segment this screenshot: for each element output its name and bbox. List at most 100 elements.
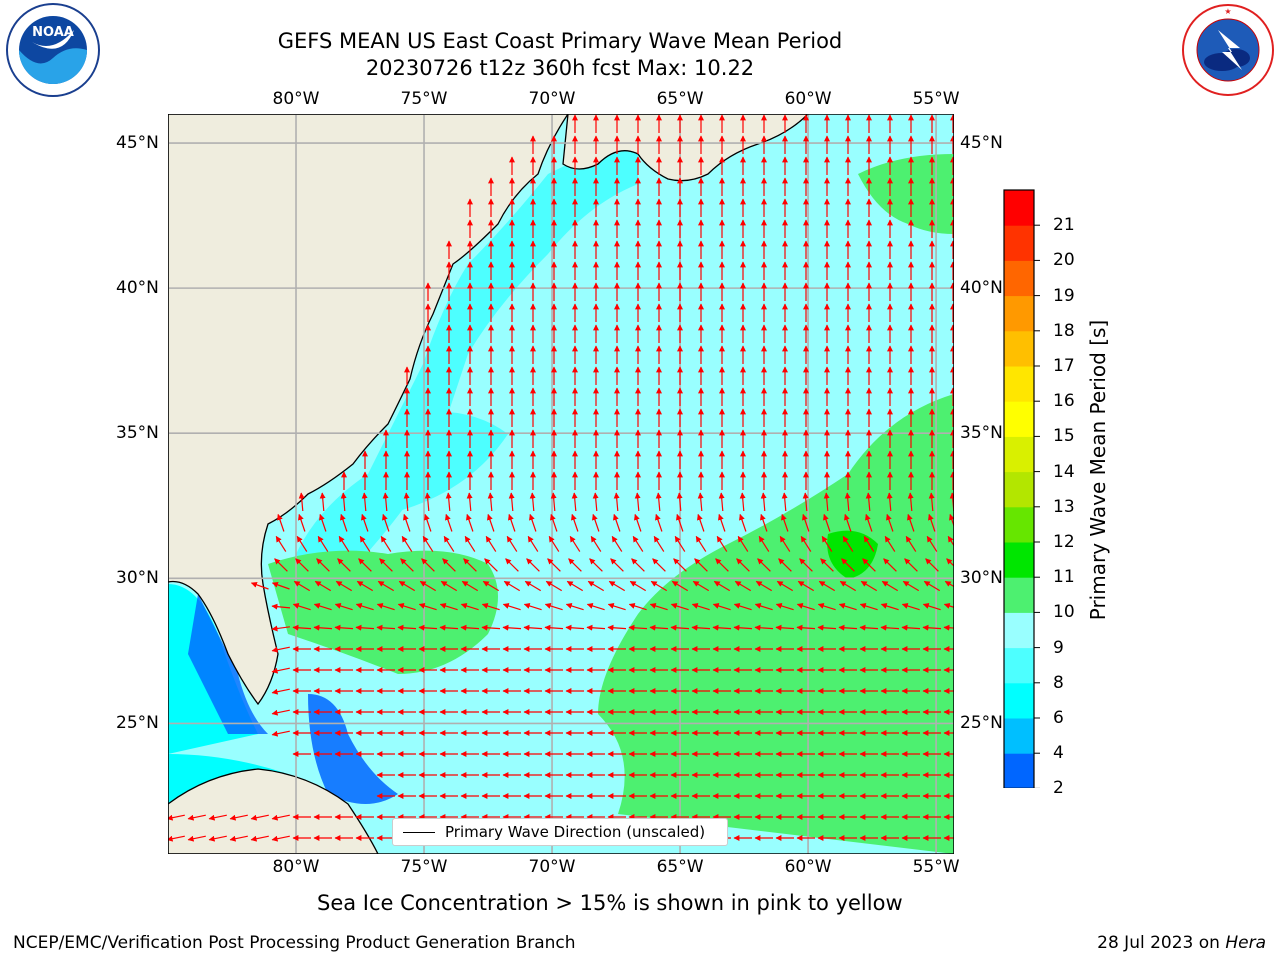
wave-arrow — [250, 814, 269, 821]
nearshore-band — [288, 134, 638, 584]
wave-arrow — [250, 581, 269, 590]
wave-arrow — [529, 492, 536, 512]
wave-arrow — [503, 580, 521, 592]
wave-arrow — [736, 558, 750, 572]
wave-arrow — [550, 492, 557, 512]
wave-arrow — [356, 580, 374, 592]
wave-arrow — [629, 580, 647, 592]
wave-arrow — [590, 535, 602, 552]
wave-arrow — [775, 603, 794, 611]
wave-arrow — [823, 513, 831, 532]
footer-date: 28 Jul 2023 on Hera — [1097, 933, 1266, 953]
wave-arrow — [838, 603, 857, 611]
legend-line — [403, 831, 435, 833]
wave-arrow — [796, 624, 816, 631]
wave-arrow — [439, 603, 458, 611]
wave-arrow — [817, 603, 836, 611]
colorbar-segment — [1004, 330, 1034, 367]
wave-arrow — [298, 492, 305, 512]
wave-arrow — [548, 535, 560, 552]
colorbar-tick-label: 20 — [1053, 250, 1075, 271]
wave-arrow — [631, 558, 645, 572]
colorbar-segment — [1004, 682, 1034, 719]
wave-arrow — [271, 603, 291, 610]
colorbar-tick-label: 16 — [1053, 391, 1075, 412]
colorbar-segment — [1004, 471, 1034, 508]
wave-arrow — [464, 535, 476, 552]
colorbar-tick-label: 13 — [1053, 496, 1075, 517]
wave-arrow — [271, 688, 290, 695]
wave-arrow — [502, 603, 521, 611]
colorbar-segment — [1004, 295, 1034, 332]
colorbar-segment — [1004, 612, 1034, 649]
wave-arrow — [757, 558, 771, 572]
lat-label-right: 25°N — [960, 713, 1003, 734]
wave-arrow — [398, 580, 416, 592]
colorbar-tick-label: 21 — [1053, 215, 1075, 236]
wave-arrow — [739, 513, 747, 532]
wave-arrow — [944, 580, 954, 588]
wave-arrow — [755, 580, 773, 592]
wave-arrow — [250, 835, 269, 842]
wave-arrow — [821, 535, 833, 552]
wave-arrow — [506, 535, 518, 552]
wave-arrow — [466, 492, 473, 512]
wave-arrow — [943, 624, 954, 631]
wave-arrow — [907, 513, 915, 532]
lat-label-left: 35°N — [116, 423, 159, 444]
wave-arrow — [634, 513, 642, 532]
wave-arrow — [586, 624, 606, 631]
wave-arrow — [571, 513, 579, 532]
wave-arrow — [859, 603, 878, 611]
wave-arrow — [592, 513, 600, 532]
lon-label-top: 70°W — [528, 89, 576, 109]
wave-arrow — [466, 513, 474, 532]
wave-arrow — [379, 558, 393, 572]
colorbar-segment — [1004, 506, 1034, 543]
wave-arrow — [797, 580, 815, 592]
wave-arrow — [460, 624, 480, 631]
wave-arrow — [865, 492, 872, 512]
wave-arrow — [907, 492, 914, 512]
wave-arrow — [334, 603, 353, 611]
wave-arrow — [673, 558, 687, 572]
wave-arrow — [295, 558, 309, 572]
colorbar-segment — [1004, 753, 1034, 788]
wave-arrow — [691, 624, 711, 631]
wave-arrow — [697, 492, 704, 512]
wave-arrow — [313, 603, 332, 611]
wave-arrow — [359, 535, 371, 552]
colorbar-tick-label: 10 — [1053, 602, 1075, 623]
wave-arrow — [208, 814, 227, 821]
wave-arrow — [650, 580, 668, 592]
colorbar-tick-label: 17 — [1053, 356, 1075, 376]
wave-arrow — [922, 603, 941, 611]
wave-arrow — [275, 535, 287, 552]
colorbar-segment — [1004, 647, 1034, 684]
wave-arrow — [713, 580, 731, 592]
colorbar-tick-label: 9 — [1053, 637, 1064, 658]
wave-arrow — [565, 624, 585, 631]
wave-arrow — [565, 603, 584, 611]
colorbar-segment — [1004, 260, 1034, 297]
wave-arrow — [168, 835, 185, 842]
wave-arrow — [524, 580, 542, 592]
colorbar-tick-label: 14 — [1053, 461, 1075, 482]
wave-arrow — [296, 535, 308, 552]
us-east-coast-land — [168, 114, 569, 706]
wave-arrow — [820, 558, 834, 572]
footer-date-text: 28 Jul 2023 on — [1097, 933, 1226, 953]
wave-arrow — [277, 513, 285, 532]
wave-arrow — [691, 603, 710, 611]
wave-arrow — [760, 492, 767, 512]
wave-arrow — [799, 558, 813, 572]
wave-arrow — [355, 603, 374, 611]
wave-arrow — [718, 513, 726, 532]
wave-arrow — [865, 513, 873, 532]
wave-arrow — [670, 603, 689, 611]
sea-ice-caption: Sea Ice Concentration > 15% is shown in … — [317, 891, 903, 915]
wave-arrow — [839, 580, 857, 592]
wave-arrow — [361, 492, 368, 512]
wave-arrow — [571, 492, 578, 512]
wave-arrow — [340, 513, 348, 532]
